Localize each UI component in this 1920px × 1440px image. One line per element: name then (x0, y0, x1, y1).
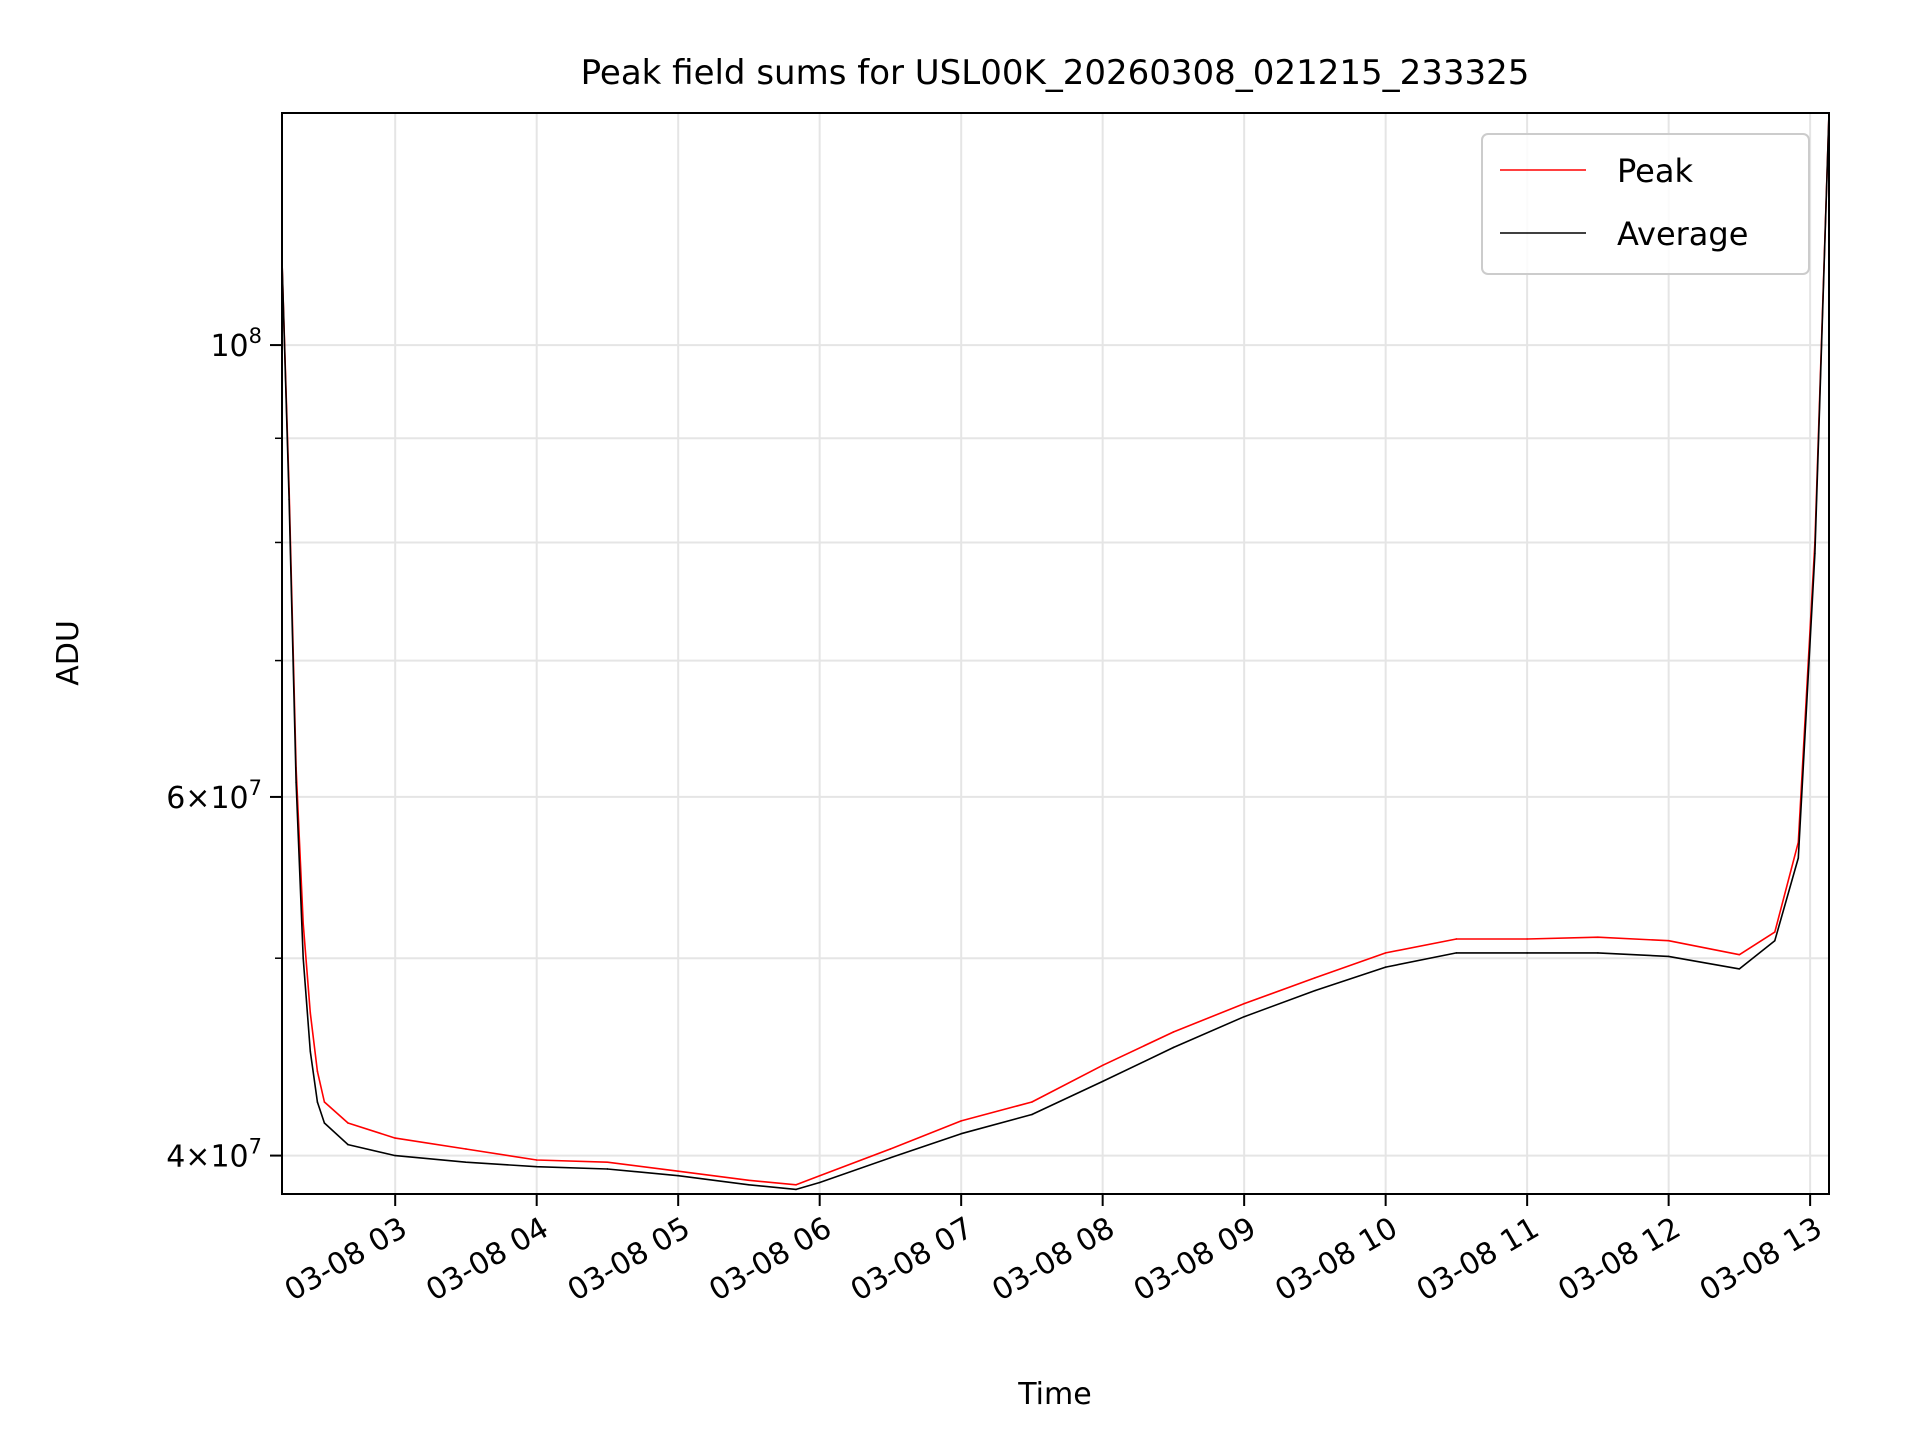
data-point-peak (302, 922, 305, 925)
data-point-peak (1773, 931, 1776, 933)
y-axis-label: ADU (51, 620, 86, 686)
x-axis-label: Time (1017, 1377, 1091, 1412)
data-point-average (889, 1156, 892, 1159)
data-point-peak (1384, 952, 1387, 954)
legend: Peak Average (1481, 133, 1810, 275)
data-point-average (1738, 968, 1741, 970)
data-point-peak (347, 1122, 349, 1124)
data-point-average (748, 1184, 750, 1186)
data-point-peak (1455, 938, 1458, 940)
data-point-average (1172, 1046, 1175, 1049)
data-point-average (1814, 552, 1816, 555)
data-point-average (606, 1168, 609, 1170)
data-point-average (1384, 966, 1387, 968)
data-point-peak (309, 1012, 312, 1014)
data-point-peak (1526, 938, 1528, 940)
data-point-peak (1738, 953, 1741, 956)
data-point-average (323, 1122, 326, 1124)
data-point-peak (818, 1174, 821, 1177)
data-point-peak (316, 1070, 319, 1073)
data-point-average (818, 1181, 821, 1184)
data-point-average (316, 1101, 319, 1103)
data-point-average (1243, 1015, 1245, 1018)
data-point-peak (1314, 977, 1316, 979)
data-point-peak (748, 1179, 750, 1182)
data-point-average (465, 1161, 467, 1164)
chart-title: Peak field sums for USL00K_20260308_0212… (581, 53, 1530, 93)
data-point-peak (465, 1148, 467, 1150)
data-point-average (1031, 1113, 1033, 1116)
data-point-average (795, 1188, 797, 1191)
data-point-average (1455, 952, 1458, 954)
data-point-peak (889, 1148, 892, 1150)
y-tick-label: 108 (210, 324, 262, 364)
data-point-peak (1243, 1002, 1245, 1005)
data-point-peak (323, 1101, 326, 1103)
data-point-peak (1172, 1031, 1175, 1033)
data-point-average (288, 498, 290, 501)
data-point-average (535, 1165, 538, 1168)
data-point-average (1773, 939, 1776, 942)
data-point-average (347, 1143, 349, 1146)
data-point-peak (394, 1137, 396, 1139)
y-axis: 4×107 6×107 108 (166, 324, 282, 1175)
legend-box (1481, 133, 1810, 275)
data-point-average (1797, 857, 1800, 859)
y-tick-label: 4×107 (166, 1135, 262, 1175)
data-point-peak (1667, 939, 1670, 942)
data-point-average (1597, 952, 1599, 954)
y-tick-label: 6×107 (166, 776, 262, 816)
data-point-average (1667, 955, 1670, 958)
data-point-average (677, 1174, 679, 1177)
legend-label-average: Average (1617, 215, 1748, 253)
data-point-average (295, 781, 297, 784)
data-point-peak (1101, 1064, 1104, 1067)
data-point-peak (960, 1120, 962, 1122)
data-point-average (1526, 952, 1528, 954)
data-point-average (1101, 1080, 1104, 1083)
data-point-average (394, 1154, 396, 1157)
data-point-average (302, 957, 305, 960)
data-point-peak (1597, 936, 1599, 939)
legend-label-peak: Peak (1617, 152, 1693, 190)
data-point-peak (606, 1161, 609, 1164)
data-point-peak (795, 1184, 797, 1186)
plot-area-frame (281, 112, 1830, 1195)
data-point-peak (677, 1170, 679, 1173)
data-point-average (960, 1132, 962, 1135)
data-point-average (1314, 989, 1316, 992)
data-point-average (309, 1050, 312, 1053)
data-point-peak (535, 1159, 538, 1161)
data-point-peak (1031, 1101, 1033, 1103)
